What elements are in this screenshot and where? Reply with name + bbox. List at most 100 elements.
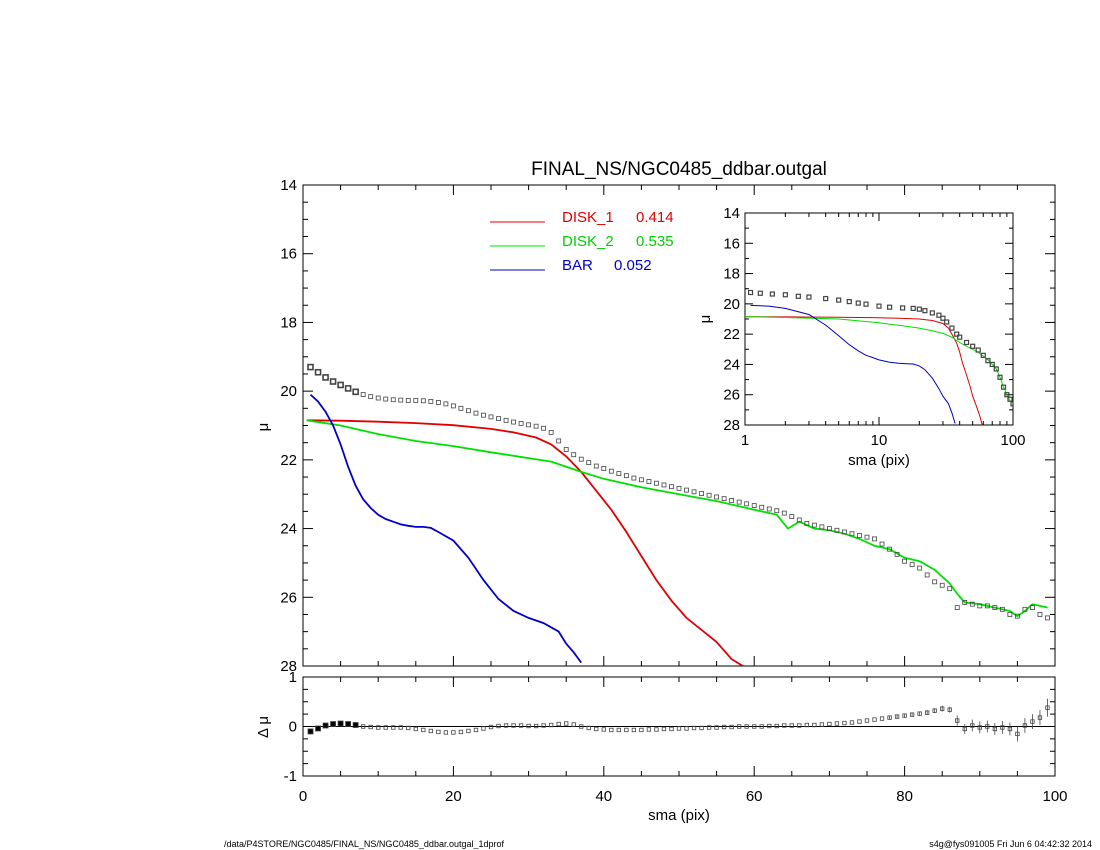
- data-point: [383, 396, 389, 402]
- data-point: [887, 546, 892, 552]
- data-point: [1030, 605, 1035, 610]
- residual-point: [827, 721, 832, 727]
- inset-data-point: [985, 358, 991, 364]
- data-point: [676, 485, 682, 491]
- residual-point: [842, 720, 847, 726]
- x-axis-label: sma (pix): [648, 807, 710, 824]
- data-point: [375, 395, 381, 401]
- data-point: [420, 398, 426, 404]
- inset-data-point: [949, 325, 955, 331]
- main-y-axis-label: μ: [255, 423, 272, 432]
- residual-point: [473, 727, 479, 733]
- inset-data-point: [1010, 401, 1013, 407]
- data-point: [759, 504, 765, 510]
- main-y-tick-label: 14: [280, 177, 297, 194]
- residual-point: [759, 724, 764, 729]
- data-point: [601, 466, 607, 471]
- data-point: [390, 397, 396, 403]
- residual-point: [782, 723, 787, 728]
- residual-point: [744, 724, 749, 729]
- data-point: [344, 385, 352, 392]
- residual-point: [549, 722, 554, 728]
- data-point: [969, 601, 975, 607]
- residual-point: [1022, 723, 1028, 728]
- data-point: [984, 603, 990, 609]
- inset-data-point: [1007, 396, 1013, 402]
- residual-point: [315, 725, 321, 732]
- residual-point: [894, 714, 900, 719]
- residual-point: [819, 722, 825, 727]
- data-point: [902, 558, 907, 564]
- data-point: [571, 452, 577, 458]
- data-point: [909, 562, 915, 568]
- data-point: [947, 586, 953, 592]
- residual-point: [383, 725, 388, 730]
- residual-point: [729, 724, 734, 730]
- data-point: [556, 438, 562, 444]
- data-point: [736, 499, 742, 505]
- data-point: [721, 496, 727, 502]
- inset-plot-area: [745, 289, 1013, 425]
- residual-point: [330, 721, 336, 727]
- residual-point: [1007, 726, 1013, 732]
- inset-panel: 14 16 18 20 22 24 26 281 10 100 sma (pix) μ: [697, 205, 1026, 469]
- main-y-tick-label: 26: [280, 589, 297, 606]
- inset-data-point: [970, 343, 976, 349]
- residual-point: [609, 727, 614, 733]
- residual-point: [533, 723, 539, 729]
- data-point: [834, 527, 840, 533]
- residual-point: [970, 723, 975, 728]
- inset-data-point: [1000, 384, 1007, 390]
- inset-data-point: [936, 312, 942, 318]
- data-point: [511, 419, 516, 425]
- residual-point: [849, 720, 855, 725]
- inset-data-point: [989, 361, 995, 368]
- residual-y-tick-label: -1: [284, 768, 297, 785]
- data-point: [473, 410, 479, 416]
- data-point: [849, 531, 855, 537]
- data-point: [962, 600, 968, 605]
- residual-y-tick-label: 0: [289, 719, 297, 736]
- residual-point: [887, 715, 892, 720]
- residual-y-tick-label: 1: [289, 669, 297, 686]
- data-point: [789, 514, 795, 519]
- data-point: [684, 487, 689, 493]
- data-point: [781, 510, 787, 516]
- data-point: [307, 363, 314, 371]
- disk2-line: [306, 419, 1048, 618]
- data-point: [774, 508, 780, 514]
- data-point: [766, 506, 772, 512]
- inset-data-point: [782, 292, 788, 298]
- footer-timestamp: s4g@fys091005 Fri Jun 6 04:42:32 2014: [929, 839, 1092, 849]
- residual-point: [322, 722, 329, 729]
- main-y-tick-label: 24: [280, 521, 297, 538]
- inset-bar-line: [750, 304, 956, 424]
- residual-point: [436, 729, 441, 735]
- data-point: [939, 582, 945, 588]
- residual-point: [526, 723, 531, 729]
- data-point: [1007, 612, 1013, 617]
- data-point: [503, 417, 509, 423]
- residual-point: [594, 726, 599, 732]
- residual-point: [962, 726, 967, 732]
- residual-point: [1045, 705, 1050, 710]
- inset-data-point: [993, 366, 999, 372]
- legend: DISK_1 0.414 DISK_2 0.535 BAR 0.052: [490, 209, 674, 274]
- residual-point: [556, 721, 561, 727]
- residual-point: [443, 730, 449, 735]
- data-point: [608, 468, 614, 474]
- residual-point: [902, 713, 907, 718]
- inset-data-point: [954, 331, 960, 337]
- inset-data-point: [940, 315, 946, 321]
- data-point: [706, 492, 712, 498]
- data-point: [872, 536, 877, 542]
- footer-path: /data/P4STORE/NGC0485/FINAL_NS/NGC0485_d…: [224, 839, 504, 849]
- data-point: [932, 579, 938, 585]
- residual-point: [812, 722, 817, 728]
- residual-point: [541, 723, 546, 728]
- data-point: [352, 388, 359, 396]
- data-point: [450, 403, 456, 409]
- legend-label-disk2: DISK_2: [562, 233, 614, 250]
- residual-point: [458, 729, 464, 735]
- data-point: [518, 421, 524, 426]
